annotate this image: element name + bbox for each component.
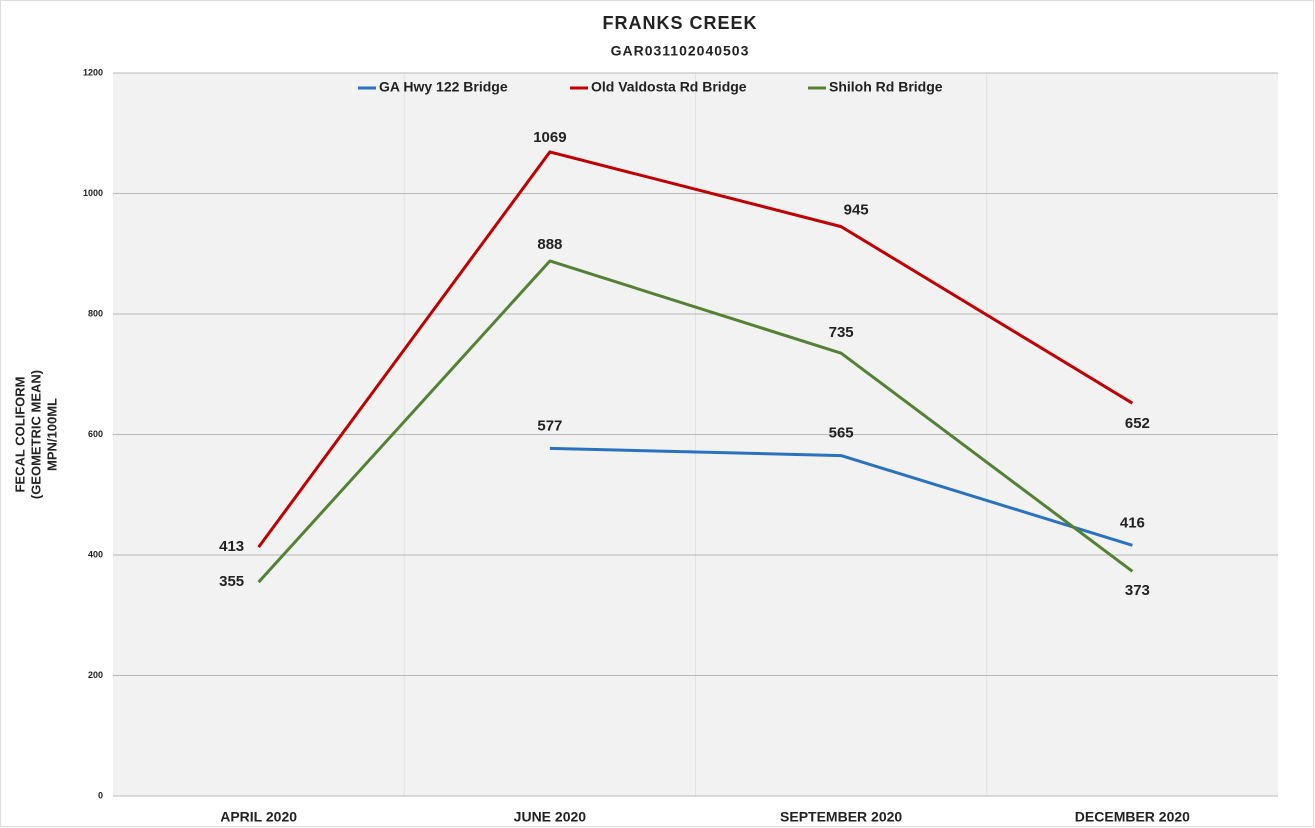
y-tick-label: 200 xyxy=(88,670,103,680)
y-axis-label-line: MPN/100ML xyxy=(44,398,59,471)
data-label: 652 xyxy=(1125,415,1150,432)
y-tick-label: 1200 xyxy=(83,67,103,77)
y-tick-label: 400 xyxy=(88,549,103,559)
data-label: 888 xyxy=(537,236,562,253)
data-label: 577 xyxy=(537,417,562,434)
legend-label: Old Valdosta Rd Bridge xyxy=(591,79,747,95)
y-tick-label: 800 xyxy=(88,308,103,318)
y-axis-label-line: (GEOMETRIC MEAN) xyxy=(28,370,43,499)
y-axis-label-line: FECAL COLIFORM xyxy=(12,376,27,492)
data-label: 355 xyxy=(219,573,244,590)
data-label: 735 xyxy=(829,324,854,341)
legend-label: GA Hwy 122 Bridge xyxy=(379,79,508,95)
data-label: 945 xyxy=(844,202,869,219)
legend-label: Shiloh Rd Bridge xyxy=(829,79,943,95)
data-label: 565 xyxy=(829,425,854,442)
x-tick-label: JUNE 2020 xyxy=(514,809,587,825)
series-line xyxy=(257,259,1134,584)
chart-title: FRANKS CREEK xyxy=(602,13,757,33)
data-label: 416 xyxy=(1120,514,1145,531)
data-label: 373 xyxy=(1125,582,1150,599)
y-tick-label: 600 xyxy=(88,429,103,439)
series-line xyxy=(257,150,1134,549)
chart-subtitle: GAR031102040503 xyxy=(611,43,750,59)
series-line xyxy=(549,446,1133,547)
data-label: 413 xyxy=(219,538,244,555)
data-label: 1069 xyxy=(533,129,566,146)
x-tick-label: APRIL 2020 xyxy=(220,809,297,825)
x-tick-label: DECEMBER 2020 xyxy=(1075,809,1190,825)
y-tick-label: 1000 xyxy=(83,188,103,198)
y-tick-label: 0 xyxy=(98,790,103,800)
y-axis-label: FECAL COLIFORM (GEOMETRIC MEAN) MPN/100ML xyxy=(12,370,59,499)
x-tick-label: SEPTEMBER 2020 xyxy=(780,809,902,825)
